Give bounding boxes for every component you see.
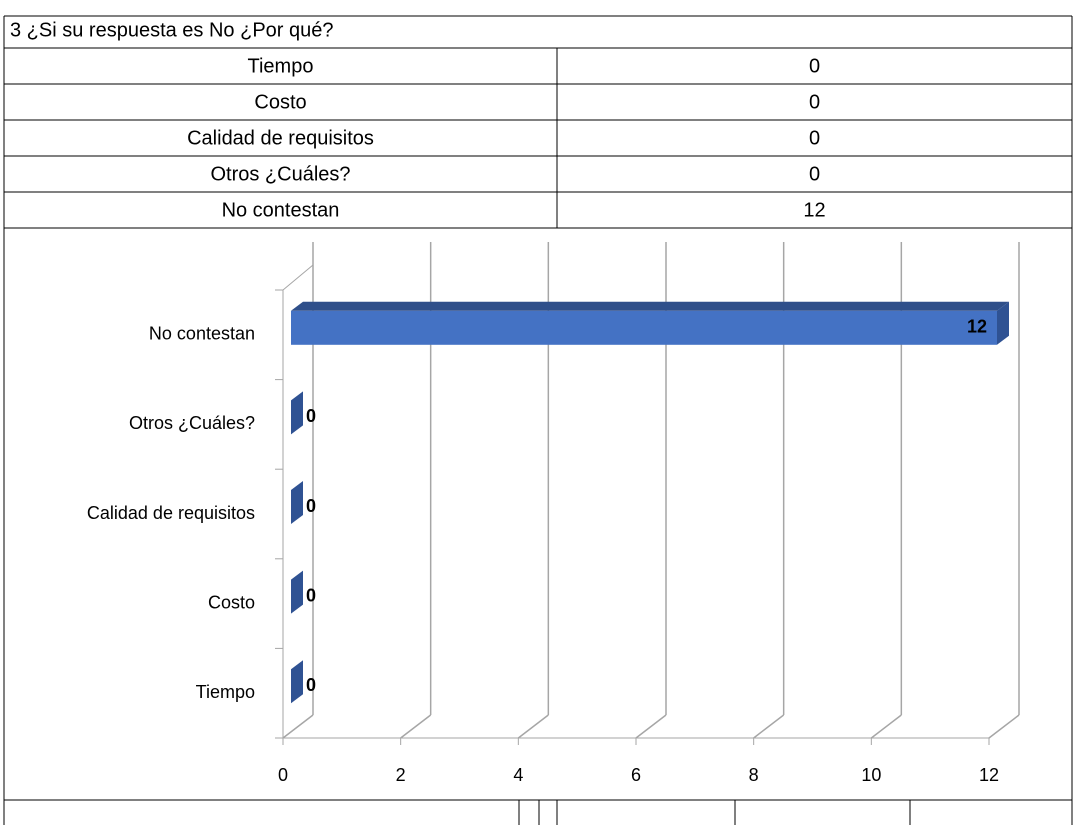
bar <box>291 310 997 345</box>
row-value: 0 <box>809 127 820 149</box>
x-tick-label: 0 <box>278 765 288 785</box>
y-tick-label: Calidad de requisitos <box>87 503 255 523</box>
bar-side <box>291 391 303 435</box>
row-value: 0 <box>809 91 820 113</box>
value-label: 0 <box>306 496 316 516</box>
x-tick-label: 4 <box>513 765 523 785</box>
grid-line <box>400 714 432 739</box>
table-title: 3 ¿Si su respuesta es No ¿Por qué? <box>10 19 334 41</box>
grid-line <box>753 714 785 739</box>
x-tick-label: 12 <box>979 765 999 785</box>
value-label: 0 <box>306 675 316 695</box>
y-tick-label: Otros ¿Cuáles? <box>129 413 255 433</box>
row-label: Otros ¿Cuáles? <box>210 163 350 185</box>
row-value: 12 <box>803 199 825 221</box>
x-tick-label: 2 <box>396 765 406 785</box>
bar-top <box>291 301 1009 311</box>
grid-line <box>517 714 549 739</box>
value-label: 0 <box>306 585 316 605</box>
bar-side <box>997 301 1009 345</box>
wall <box>282 264 314 291</box>
value-label: 0 <box>306 406 316 426</box>
x-tick-label: 6 <box>631 765 641 785</box>
y-tick-label: Costo <box>208 592 255 612</box>
value-label: 12 <box>967 317 987 337</box>
bar-side <box>291 481 303 524</box>
bar-side <box>291 570 303 614</box>
y-tick-label: Tiempo <box>196 682 255 702</box>
row-label: No contestan <box>222 199 340 221</box>
grid-line <box>870 714 902 739</box>
grid-line <box>988 714 1020 739</box>
row-label: Tiempo <box>248 55 314 77</box>
row-label: Costo <box>254 91 306 113</box>
row-value: 0 <box>809 55 820 77</box>
bar-side <box>291 660 303 704</box>
y-tick-label: No contestan <box>149 324 255 344</box>
grid-line <box>635 714 667 739</box>
row-label: Calidad de requisitos <box>187 127 374 149</box>
x-tick-label: 8 <box>749 765 759 785</box>
row-value: 0 <box>809 163 820 185</box>
grid-line <box>282 714 314 739</box>
x-tick-label: 10 <box>861 765 881 785</box>
